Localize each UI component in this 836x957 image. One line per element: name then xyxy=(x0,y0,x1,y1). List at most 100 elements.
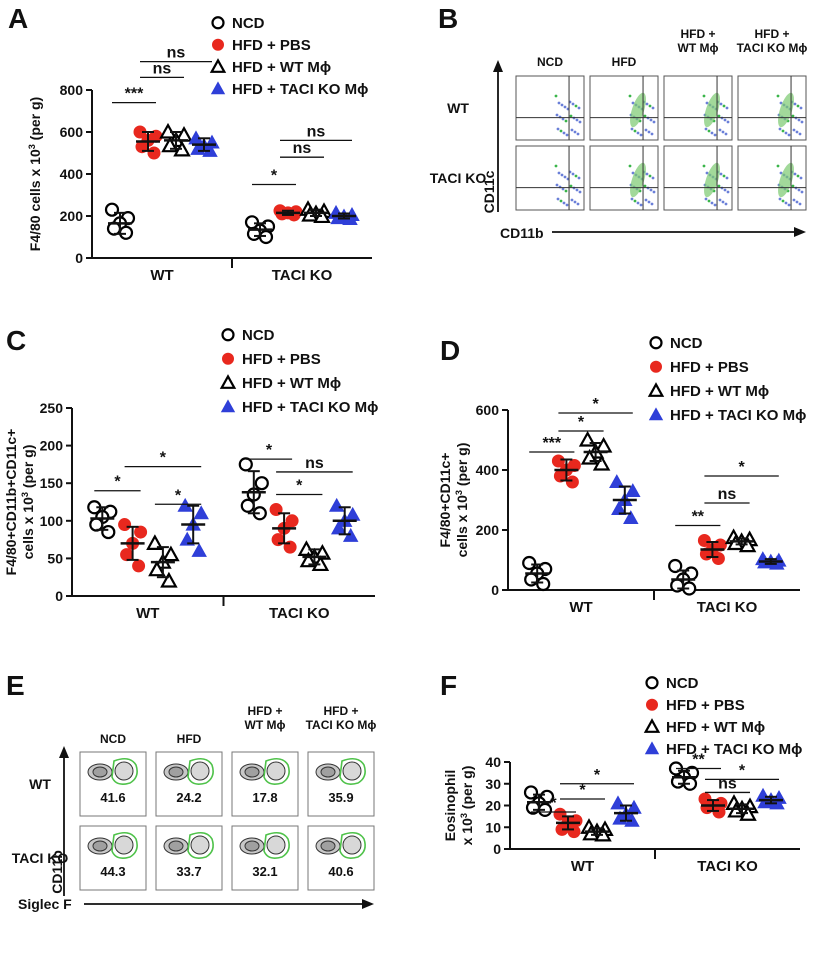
data-point xyxy=(179,531,195,546)
data-point xyxy=(238,457,253,472)
flow-dot xyxy=(649,118,653,122)
contour-plot xyxy=(231,825,299,891)
flow-dot xyxy=(648,174,652,178)
contour xyxy=(190,835,210,855)
flow-dot xyxy=(643,184,647,188)
legend: NCD HFD + PBS HFD + WT Mϕ HFD + TACI KO Mϕ xyxy=(209,15,368,98)
flow-density xyxy=(630,92,646,128)
data-point xyxy=(726,534,745,551)
flow-dot xyxy=(799,176,803,180)
gate-percentage: 44.3 xyxy=(100,864,125,879)
data-point xyxy=(118,225,134,240)
gate xyxy=(111,757,138,785)
flow-dot xyxy=(631,101,635,105)
flow-dot xyxy=(791,184,795,188)
flow-dot xyxy=(779,101,783,105)
row-label: WT xyxy=(29,776,51,792)
data-point xyxy=(650,360,662,373)
legend-item-label: HFD + WT Mϕ xyxy=(670,383,769,400)
flow-dot xyxy=(556,197,560,201)
legend-item-label: HFD + WT Mϕ xyxy=(232,59,331,76)
significance-label: * xyxy=(271,168,278,185)
flow-dot xyxy=(710,131,714,135)
flow-dot xyxy=(652,120,656,124)
data-point xyxy=(551,454,565,468)
flow-dot xyxy=(800,120,804,124)
contour xyxy=(342,761,362,781)
label-part: cells x 10 xyxy=(454,495,470,557)
flow-dot xyxy=(713,133,717,137)
data-point xyxy=(582,824,600,841)
column-label: WT Mϕ xyxy=(245,718,286,732)
data-point xyxy=(522,555,537,571)
row-label: WT xyxy=(447,100,469,116)
data-point xyxy=(610,795,626,810)
flow-dot xyxy=(645,172,649,176)
flow-dot xyxy=(792,128,796,132)
legend: NCD HFD + PBS HFD + WT Mϕ HFD + TACI KO Mϕ xyxy=(219,327,378,416)
gate xyxy=(339,757,366,785)
flow-dot xyxy=(719,102,723,106)
data-point xyxy=(648,407,664,421)
flow-dot xyxy=(779,171,783,175)
flow-dot xyxy=(563,105,567,109)
flow-dot xyxy=(718,128,722,132)
data-point xyxy=(162,545,180,562)
flow-dot xyxy=(724,132,728,136)
flow-dot xyxy=(798,202,802,206)
flow-dot xyxy=(555,183,559,187)
significance-label: * xyxy=(160,450,167,467)
flow-dot xyxy=(724,202,728,206)
flow-dot xyxy=(778,197,782,201)
data-point xyxy=(134,525,148,539)
flow-dot xyxy=(721,130,725,134)
panel-letter: B xyxy=(438,3,458,34)
flow-dot xyxy=(645,102,649,106)
y-tick-label: 100 xyxy=(40,513,64,529)
significance-label: * xyxy=(578,414,585,431)
significance-label: ns xyxy=(307,123,326,140)
gate xyxy=(187,831,214,859)
column-label: HFD + xyxy=(323,704,358,718)
flow-dot xyxy=(573,200,577,204)
flow-dot xyxy=(639,133,643,137)
flow-dot xyxy=(557,171,561,175)
significance-label: *** xyxy=(125,86,144,103)
legend-item-label: HFD + TACI KO Mϕ xyxy=(670,407,806,424)
flow-plot xyxy=(663,75,733,141)
x-group-label: WT xyxy=(150,267,173,284)
gate xyxy=(339,831,366,859)
y-tick-label: 30 xyxy=(485,776,501,792)
flow-dot xyxy=(564,119,568,123)
significance-label: ns xyxy=(718,486,737,503)
data-point xyxy=(565,475,579,489)
flow-density xyxy=(704,162,720,198)
flow-plot xyxy=(737,75,807,141)
significance-label: ns xyxy=(293,140,312,157)
flow-dot xyxy=(636,201,640,205)
flow-plot xyxy=(515,145,585,211)
legend-item-label: HFD + PBS xyxy=(670,359,749,376)
gate-percentage: 41.6 xyxy=(100,790,125,805)
flow-dot xyxy=(559,129,563,133)
contour xyxy=(190,761,210,781)
flow-dot xyxy=(726,120,730,124)
data-point xyxy=(193,505,209,520)
column-label: WT Mϕ xyxy=(678,41,719,55)
legend-item-label: HFD + TACI KO Mϕ xyxy=(666,741,802,758)
label-part: Eosinophil xyxy=(442,770,458,842)
flow-dot xyxy=(639,203,643,207)
flow-dot xyxy=(557,101,561,105)
y-tick-label: 0 xyxy=(491,582,499,598)
contour-plot xyxy=(79,825,147,891)
flow-dot xyxy=(628,164,632,168)
x-group-label: WT xyxy=(569,599,592,616)
data-point xyxy=(757,794,773,809)
y-tick-label: 400 xyxy=(60,166,84,182)
legend-item-label: NCD xyxy=(242,327,275,344)
y-axis-label: x 103​ (per g) xyxy=(459,766,475,846)
flow-dot xyxy=(799,106,803,110)
flow-dot xyxy=(569,184,573,188)
